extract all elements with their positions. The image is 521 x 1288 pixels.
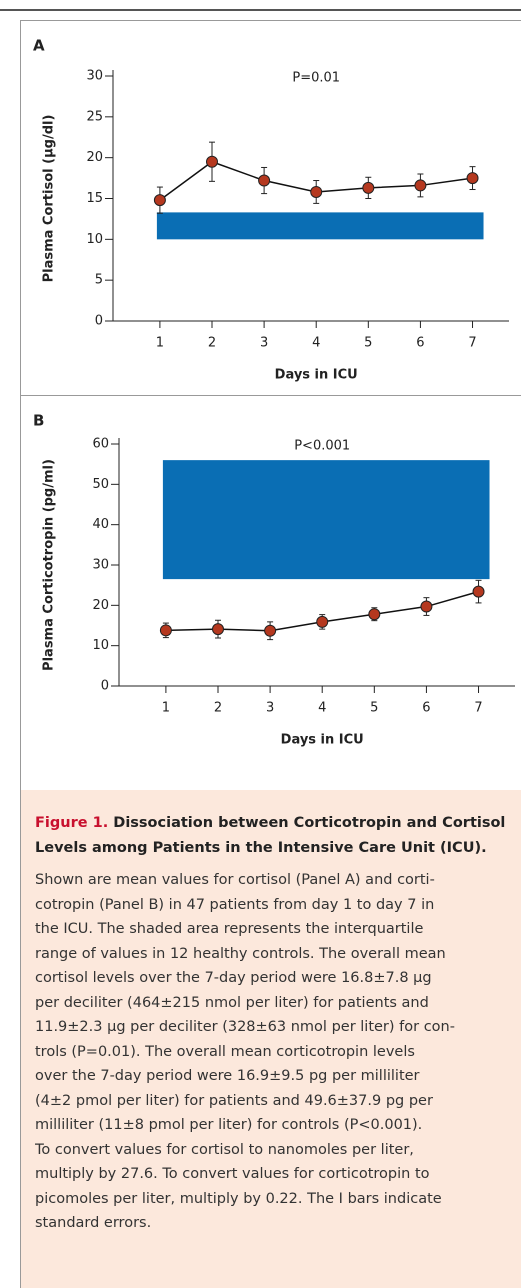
x-tick-label: 1 xyxy=(162,701,170,716)
x-tick-label: 1 xyxy=(156,336,164,351)
panel-a: A P=0.01 Plasma Cortisol (µg/dl) Days in IC… xyxy=(20,20,521,397)
panel-label: A xyxy=(33,37,45,55)
y-tick-label: 5 xyxy=(95,273,103,288)
data-point xyxy=(258,174,271,187)
y-tick-label: 30 xyxy=(92,558,109,573)
data-point xyxy=(310,185,323,198)
data-point xyxy=(212,623,224,636)
x-tick-label: 3 xyxy=(266,701,274,716)
x-tick-label: 6 xyxy=(416,336,424,351)
caption: Figure 1. Dissociation between Corticotr… xyxy=(20,790,521,1288)
data-point xyxy=(159,624,172,637)
y-tick-label: 50 xyxy=(92,477,109,492)
x-tick-label: 6 xyxy=(422,701,430,716)
y-tick-label: 25 xyxy=(86,109,103,124)
x-tick-label: 7 xyxy=(474,701,482,716)
caption-title-line: Dissociation between Corticotropin and C… xyxy=(113,815,506,831)
y-tick-label: 60 xyxy=(92,437,109,452)
x-axis-label: Days in ICU xyxy=(281,733,364,748)
y-axis-label: Plasma Corticotropin (pg/ml) xyxy=(42,459,57,671)
caption-label: Figure 1. xyxy=(35,815,109,831)
x-tick-label: 3 xyxy=(260,336,268,351)
caption-line: trols (P=0.01). The overall mean cortico… xyxy=(35,1043,415,1060)
x-tick-label: 2 xyxy=(214,701,222,716)
caption-line: standard errors. xyxy=(35,1215,152,1231)
data-point xyxy=(368,608,381,621)
y-tick-label: 0 xyxy=(95,314,103,329)
y-tick-label: 40 xyxy=(92,517,109,532)
x-tick-label: 4 xyxy=(312,336,320,351)
caption-line: over the 7-day period were 16.9±9.5 pg p… xyxy=(35,1068,420,1084)
annotation: P<0.001 xyxy=(294,439,350,454)
caption-line: Shown are mean values for cortisol (Pane… xyxy=(35,872,435,888)
chart: A P=0.01 Plasma Cortisol (µg/dl) Days in IC… xyxy=(33,37,509,383)
x-tick-label: 7 xyxy=(468,336,476,351)
caption-line: To convert values for cortisol to nanomo… xyxy=(35,1141,414,1158)
data-point xyxy=(472,585,485,598)
caption-line: 11.9±2.3 µg per deciliter (328±63 nmol p… xyxy=(35,1019,455,1035)
y-tick-label: 20 xyxy=(86,150,103,165)
data-point xyxy=(316,615,329,628)
panel-b: B P<0.001 Plasma Corticotropin (pg/ml) Days… xyxy=(20,395,521,792)
chart: B P<0.001 Plasma Corticotropin (pg/ml) Days… xyxy=(33,412,515,748)
caption-line: range of values in 12 healthy controls. … xyxy=(35,945,446,962)
y-tick-label: 30 xyxy=(86,69,103,84)
caption-title-line: Levels among Patients in the Intensive C… xyxy=(35,840,487,856)
caption-line: per deciliter (464±215 nmol per liter) f… xyxy=(35,994,429,1011)
x-tick-label: 5 xyxy=(364,336,372,351)
y-tick-label: 10 xyxy=(92,638,109,653)
annotation: P=0.01 xyxy=(292,71,340,86)
reference-band xyxy=(156,212,484,240)
caption-line: milliliter (11±8 pmol per liter) for con… xyxy=(35,1117,423,1133)
rule xyxy=(0,9,521,11)
data-point xyxy=(264,624,277,637)
x-axis-label: Days in ICU xyxy=(275,368,358,383)
y-axis-label: Plasma Cortisol (µg/dl) xyxy=(42,115,57,283)
caption-line: the ICU. The shaded area represents the … xyxy=(35,921,424,937)
caption-line: multiply by 27.6. To convert values for … xyxy=(35,1166,430,1182)
y-tick-label: 10 xyxy=(86,232,103,247)
panel-label: B xyxy=(33,412,44,430)
data-point xyxy=(414,179,427,192)
x-tick-label: 5 xyxy=(370,701,378,716)
caption-line: cortisol levels over the 7-day period we… xyxy=(35,970,432,986)
reference-band xyxy=(162,460,490,580)
data-point xyxy=(153,194,166,207)
y-tick-label: 0 xyxy=(101,679,109,694)
caption-title: Figure 1. Dissociation between Corticotr… xyxy=(35,815,521,831)
data-point xyxy=(206,155,218,168)
y-tick-label: 15 xyxy=(86,191,103,206)
y-tick-label: 20 xyxy=(92,598,109,613)
data-point xyxy=(466,172,479,185)
x-tick-label: 2 xyxy=(208,336,216,351)
caption-line: picomoles per liter, multiply by 0.22. T… xyxy=(35,1190,442,1207)
caption-line: (4±2 pmol per liter) for patients and 49… xyxy=(35,1092,433,1109)
data-point xyxy=(420,600,433,613)
caption-line: cotropin (Panel B) in 47 patients from d… xyxy=(35,896,435,913)
data-point xyxy=(362,181,375,194)
x-tick-label: 4 xyxy=(318,701,326,716)
